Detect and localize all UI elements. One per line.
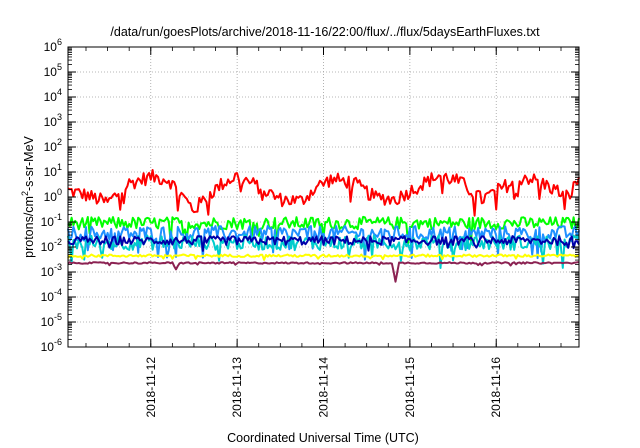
series-line-4	[67, 234, 580, 269]
x-tick-label: 2018-11-12	[144, 357, 158, 418]
y-axis-label-sup: 2	[20, 191, 30, 196]
y-axis-label-rest: -s-sr-MeV	[22, 135, 36, 191]
x-tick-label: 2018-11-15	[403, 357, 417, 418]
y-axis-label-base: protons/cm	[22, 196, 36, 258]
series-lines	[67, 169, 580, 283]
y-tick-label: 106	[44, 37, 62, 54]
y-axis: 10-6 10-5 10-4 10-3 10-2 10-1 100 101 102 103 104 1…	[41, 37, 579, 354]
y-tick-label: 102	[44, 137, 62, 154]
y-tick-label: 101	[44, 162, 62, 179]
grid	[68, 47, 579, 347]
series-line-7	[67, 261, 579, 283]
x-axis: 2018-11-12 2018-11-13 2018-11-14 2018-11-15…	[85, 47, 562, 418]
y-tick-label: 100	[44, 187, 62, 204]
x-tick-label: 2018-11-16	[489, 357, 503, 418]
x-axis-label: Coordinated Universal Time (UTC)	[227, 431, 419, 445]
series-line-1	[67, 169, 580, 217]
y-tick-label: 105	[44, 62, 62, 79]
y-axis-label: protons/cm2-s-sr-MeV	[20, 135, 36, 257]
y-tick-label: 103	[44, 112, 62, 129]
y-tick-label: 10-1	[41, 212, 62, 229]
x-tick-label: 2018-11-13	[230, 357, 244, 418]
y-tick-label: 10-6	[41, 337, 62, 354]
y-tick-label: 104	[44, 87, 62, 104]
chart-title: /data/run/goesPlots/archive/2018-11-16/2…	[110, 25, 540, 39]
series-line-6	[67, 253, 579, 261]
series-line-5	[67, 235, 580, 252]
x-tick-label: 2018-11-14	[317, 357, 331, 418]
y-tick-label: 10-4	[41, 287, 62, 304]
y-tick-label: 10-2	[41, 237, 62, 254]
y-tick-label: 10-5	[41, 312, 62, 329]
y-tick-label: 10-3	[41, 262, 62, 279]
